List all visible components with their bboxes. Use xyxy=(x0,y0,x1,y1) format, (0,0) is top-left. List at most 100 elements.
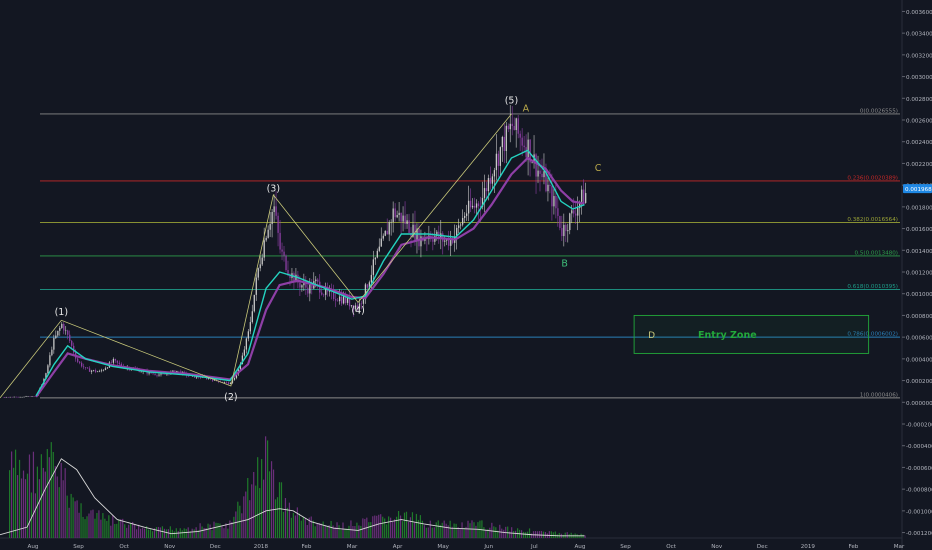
volume-bar xyxy=(219,523,221,538)
candle-body xyxy=(513,125,515,131)
volume-bar xyxy=(265,436,267,538)
volume-bar xyxy=(139,528,142,538)
volume-bar xyxy=(261,459,263,538)
candle-body xyxy=(267,229,269,238)
candle-body xyxy=(261,257,263,265)
candle-body xyxy=(33,396,35,397)
candle-body xyxy=(323,294,325,296)
candle-body xyxy=(19,396,21,398)
volume-bar xyxy=(288,502,291,538)
volume-bar xyxy=(181,530,183,538)
candle-body xyxy=(458,225,460,228)
entry-zone[interactable]: D Entry Zone xyxy=(633,314,870,354)
candle-body xyxy=(309,283,311,294)
candle-body xyxy=(227,382,230,385)
candle-body xyxy=(505,125,507,151)
volume-bar xyxy=(24,479,27,538)
volume-bar xyxy=(306,525,308,538)
candle-body xyxy=(259,264,261,269)
volume-bar xyxy=(88,513,90,538)
fib-level-label: 0.236(0.0020389) xyxy=(847,175,898,181)
volume-bar xyxy=(159,527,162,538)
fib-level-label: 0.618(0.0010395) xyxy=(847,284,898,290)
volume-bar xyxy=(326,525,328,538)
volume-bar xyxy=(145,526,148,538)
candle-body xyxy=(487,178,490,192)
candle-body xyxy=(370,274,373,283)
candle-body xyxy=(400,212,402,222)
candle-body xyxy=(25,396,27,397)
candle-body xyxy=(374,257,376,260)
candle-body xyxy=(67,330,69,335)
volume-bar xyxy=(419,515,421,538)
volume-bar xyxy=(199,523,201,538)
volume-bar xyxy=(62,480,64,538)
candle-body xyxy=(223,381,226,383)
candle-body xyxy=(94,370,97,372)
candle-body xyxy=(426,238,428,240)
volume-bar xyxy=(183,528,185,538)
candle-body xyxy=(154,373,156,375)
volume-bar xyxy=(245,491,247,538)
candle-body xyxy=(463,215,466,218)
candle-body xyxy=(491,176,494,184)
volume-bar xyxy=(143,528,146,538)
volume-bar xyxy=(334,527,336,538)
volume-bar xyxy=(439,524,441,538)
candle-body xyxy=(104,368,107,370)
volume-bar xyxy=(411,512,414,538)
candle-body xyxy=(82,366,85,368)
candle-body xyxy=(27,396,29,397)
volume-bar xyxy=(409,517,412,538)
volume-bar xyxy=(280,482,283,538)
fib-level-label: 0.786(0.0006002) xyxy=(847,332,898,338)
volume-bar xyxy=(403,512,406,538)
volume-bar xyxy=(397,511,400,538)
volume-bar xyxy=(548,531,550,538)
volume-bar xyxy=(82,516,84,538)
time-tick-label: Feb xyxy=(302,544,312,550)
time-tick-label: 2019 xyxy=(801,544,816,550)
entry-zone-corner-label: D xyxy=(648,331,655,341)
time-tick-label: Jun xyxy=(483,544,493,550)
candle-body xyxy=(420,236,422,247)
volume-bar xyxy=(431,527,433,538)
candle-body xyxy=(241,355,244,365)
entry-zone-box[interactable] xyxy=(633,314,870,354)
wave-label: (2) xyxy=(224,392,237,403)
volume-bar xyxy=(294,515,296,538)
candle-body xyxy=(569,213,571,231)
candle-body xyxy=(531,162,533,163)
volume-bar xyxy=(388,516,390,538)
candle-body xyxy=(333,290,335,300)
volume-bar xyxy=(292,512,294,538)
volume-bar xyxy=(346,528,348,538)
candle-body xyxy=(408,220,410,233)
candle-body xyxy=(231,379,234,383)
candle-body xyxy=(57,330,59,336)
candle-body xyxy=(519,133,521,138)
candle-body xyxy=(523,145,525,148)
volume-bar xyxy=(253,471,255,538)
elliott-wave-line[interactable] xyxy=(0,113,512,399)
candle-body xyxy=(450,238,452,246)
volume-bar xyxy=(64,468,66,538)
candle-body xyxy=(21,396,23,398)
candle-body xyxy=(311,283,313,289)
candle-body xyxy=(577,207,579,216)
candle-body xyxy=(467,200,470,214)
candle-body xyxy=(307,287,309,294)
volume-bar xyxy=(491,522,493,538)
volume-bar xyxy=(501,528,503,538)
volume-bar xyxy=(266,440,269,538)
volume-bar xyxy=(66,495,68,538)
volume-bar xyxy=(86,516,88,538)
time-axis[interactable]: Aug Sep Oct Nov Dec 2018 Feb Mar Apr May Jun Jul Aug… xyxy=(28,544,905,550)
volume-bar xyxy=(437,520,439,538)
time-tick-label: Feb xyxy=(848,544,858,550)
